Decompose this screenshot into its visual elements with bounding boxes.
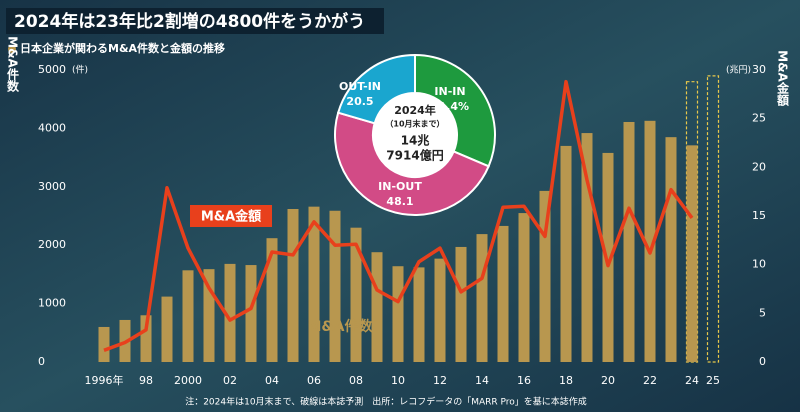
bar (224, 263, 236, 362)
y-tick-label: 2000 (38, 238, 66, 251)
x-tick-label: 22 (643, 374, 657, 387)
x-tick-label: 12 (433, 374, 447, 387)
x-tick-label: 1996年 (85, 373, 124, 387)
line (103, 79, 694, 352)
bar (539, 190, 551, 362)
y2-tick-label: 25 (752, 112, 766, 125)
y2-tick-label: 0 (759, 355, 766, 368)
x-tick-label: 16 (517, 374, 531, 387)
pie-label: IN-IN (434, 85, 465, 98)
y-tick-label: 3000 (38, 180, 66, 193)
series-label: M&A件数 (308, 318, 374, 335)
bar (413, 267, 425, 362)
pie-hole (373, 93, 457, 177)
x-tick-label: 04 (265, 374, 279, 387)
bar (287, 208, 299, 362)
chart-title: 2024年は23年比2割増の4800件をうかがう (14, 11, 365, 32)
pie-center-text: （10月末まで） (385, 119, 444, 129)
x-tick-label: 24 (685, 374, 699, 387)
bar (245, 265, 257, 362)
bar (161, 296, 173, 362)
subtitle-dot (8, 45, 16, 53)
x-tick-label: 06 (307, 374, 321, 387)
pie-value-label: 48.1 (386, 195, 413, 208)
y-tick-label: 0 (38, 355, 45, 368)
bar (182, 270, 194, 362)
bar (140, 315, 152, 362)
subtitle: 日本企業が関わるM&A件数と金額の推移 (20, 41, 225, 55)
note: 注：2024年は10月末まで、破線は本誌予測 出所：レコフデータの「MARR P… (185, 396, 587, 408)
bar (581, 133, 593, 362)
title-box (6, 8, 384, 34)
bar (455, 246, 467, 362)
bar (497, 225, 509, 362)
bar (98, 326, 110, 362)
forecast-bar (706, 75, 720, 363)
bar (434, 258, 446, 362)
pie-label: IN-OUT (378, 180, 422, 193)
x-tick-label: 18 (559, 374, 573, 387)
pie-center-text: 2024年 (394, 103, 436, 117)
y2-unit: (兆円) (726, 65, 751, 76)
bar (518, 213, 530, 362)
bar (329, 210, 341, 362)
bar (350, 227, 362, 362)
y2-tick-label: 30 (752, 63, 766, 76)
bar (476, 234, 488, 362)
pie-center-text: 7914億円 (386, 148, 443, 163)
y-tick-label: 4000 (38, 121, 66, 134)
bar (644, 120, 656, 362)
bar (308, 206, 320, 362)
y2-tick-label: 15 (752, 209, 766, 222)
y-tick-label: 1000 (38, 297, 66, 310)
y-unit: (件) (72, 64, 88, 76)
y2-tick-label: 10 (752, 258, 766, 271)
y2-tick-label: 20 (752, 160, 766, 173)
x-tick-label: 02 (223, 374, 237, 387)
bar (602, 152, 614, 362)
y-axis-label: M&A件数 (6, 36, 20, 92)
x-tick-label: 98 (139, 374, 153, 387)
x-tick-label: 14 (475, 374, 489, 387)
series-label-box (190, 205, 272, 227)
y-tick-label: 5000 (38, 63, 66, 76)
series-label: M&A金額 (201, 209, 261, 225)
x-tick-label: 20 (601, 374, 615, 387)
pie-label: OUT-IN (339, 80, 381, 93)
bar (266, 238, 278, 362)
bar (686, 145, 698, 362)
x-tick-label: 2000 (174, 374, 202, 387)
bar (623, 121, 635, 362)
pie-center-text: 14兆 (401, 133, 430, 148)
bar (203, 269, 215, 362)
x-tick-label: 08 (349, 374, 363, 387)
y2-tick-label: 5 (759, 306, 766, 319)
bar (560, 145, 572, 362)
y2-axis-label: M&A金額 (776, 50, 790, 106)
bar (665, 137, 677, 362)
pie-value-label: 20.5 (346, 95, 373, 108)
x-tick-label: 25 (706, 374, 720, 387)
x-tick-label: 10 (391, 374, 405, 387)
bar (392, 266, 404, 362)
bar (371, 252, 383, 362)
